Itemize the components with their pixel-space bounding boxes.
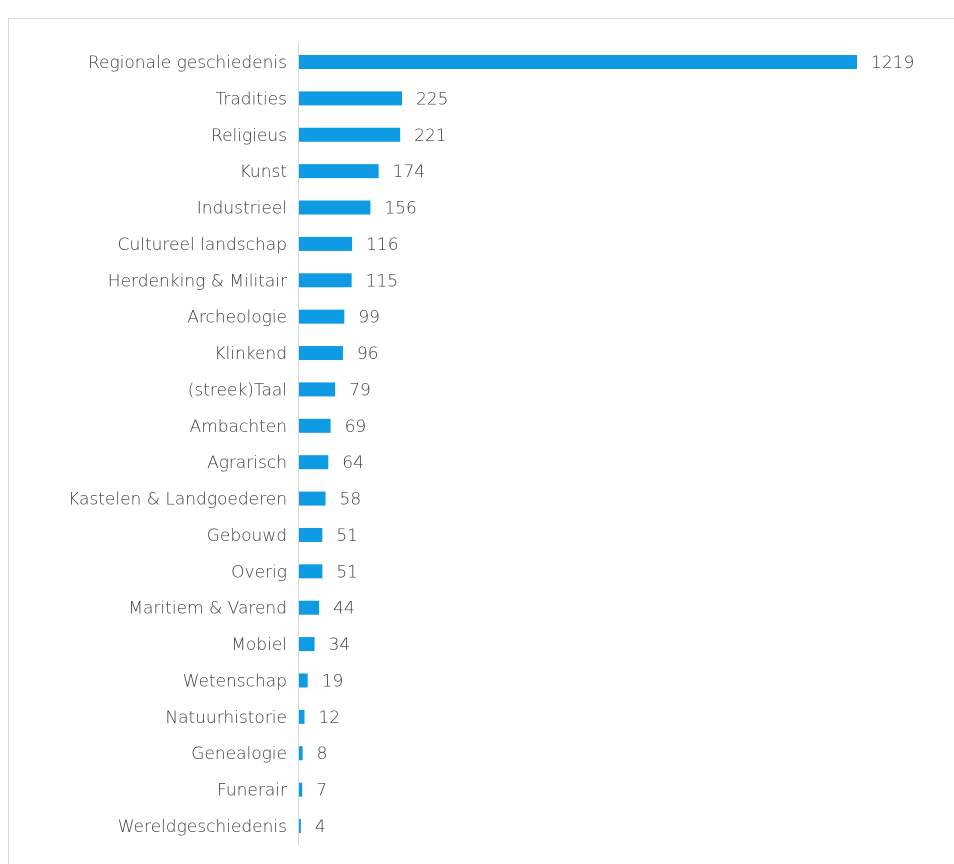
- value-label: 51: [336, 526, 358, 546]
- value-label: 51: [336, 562, 358, 582]
- bar: [299, 637, 315, 652]
- value-label: 79: [349, 380, 371, 400]
- value-label: 156: [384, 199, 416, 219]
- value-label: 12: [318, 708, 340, 728]
- value-label: 64: [342, 453, 364, 473]
- value-label: 174: [393, 162, 425, 182]
- category-label: (streek)Taal: [188, 380, 287, 400]
- category-label: Wereldgeschiedenis: [118, 817, 287, 837]
- bar: [299, 673, 308, 688]
- category-label: Maritiem & Varend: [128, 599, 287, 619]
- category-label: Herdenking & Militair: [108, 271, 287, 291]
- category-label: Wetenschap: [183, 671, 287, 691]
- category-label: Religieus: [211, 126, 287, 146]
- category-label: Industrieel: [197, 199, 287, 219]
- value-label: 99: [358, 308, 380, 328]
- value-label: 8: [317, 744, 328, 764]
- bar: [299, 127, 401, 142]
- category-label: Genealogie: [191, 744, 287, 764]
- bar: [299, 746, 303, 761]
- category-label: Funerair: [217, 781, 287, 801]
- bar: [299, 819, 301, 833]
- bar: [299, 382, 336, 397]
- value-label: 69: [345, 417, 367, 437]
- bar: [299, 564, 323, 579]
- category-label: Overig: [231, 562, 287, 582]
- value-label: 58: [340, 490, 362, 510]
- value-label: 221: [414, 126, 446, 146]
- category-label: Ambachten: [190, 417, 287, 437]
- category-label: Archeologie: [187, 308, 287, 328]
- value-label: 115: [366, 271, 398, 291]
- category-label: Tradities: [215, 89, 287, 109]
- bar: [299, 455, 329, 470]
- value-label: 225: [416, 89, 448, 109]
- chart-frame: [8, 18, 954, 864]
- category-label: Gebouwd: [207, 526, 287, 546]
- category-label: Kunst: [240, 162, 287, 182]
- bar: [299, 418, 331, 433]
- category-label: Klinkend: [214, 344, 287, 364]
- value-label: 34: [329, 635, 351, 655]
- category-label: Agrarisch: [207, 453, 287, 473]
- bar: [299, 236, 353, 251]
- bar: [299, 55, 857, 69]
- value-label: 19: [322, 671, 344, 691]
- category-label: Regionale geschiedenis: [88, 53, 287, 73]
- value-label: 1219: [871, 53, 914, 73]
- bar: [299, 164, 379, 179]
- value-label: 44: [333, 599, 355, 619]
- bar: [299, 782, 303, 797]
- category-label: Cultureel landschap: [118, 235, 287, 255]
- category-label: Mobiel: [231, 635, 287, 655]
- bar: [299, 309, 345, 324]
- bar: [299, 527, 323, 542]
- bar: [299, 709, 305, 724]
- category-label: Kastelen & Landgoederen: [68, 490, 287, 510]
- value-label: 4: [315, 817, 326, 837]
- category-label: Natuurhistorie: [165, 708, 287, 728]
- bar: [299, 491, 326, 506]
- bar: [299, 346, 343, 361]
- bar: [299, 91, 402, 106]
- value-label: 116: [366, 235, 398, 255]
- value-label: 7: [316, 781, 327, 801]
- bar: [299, 273, 352, 288]
- value-label: 96: [357, 344, 379, 364]
- bar: [299, 600, 320, 615]
- bar: [299, 200, 371, 215]
